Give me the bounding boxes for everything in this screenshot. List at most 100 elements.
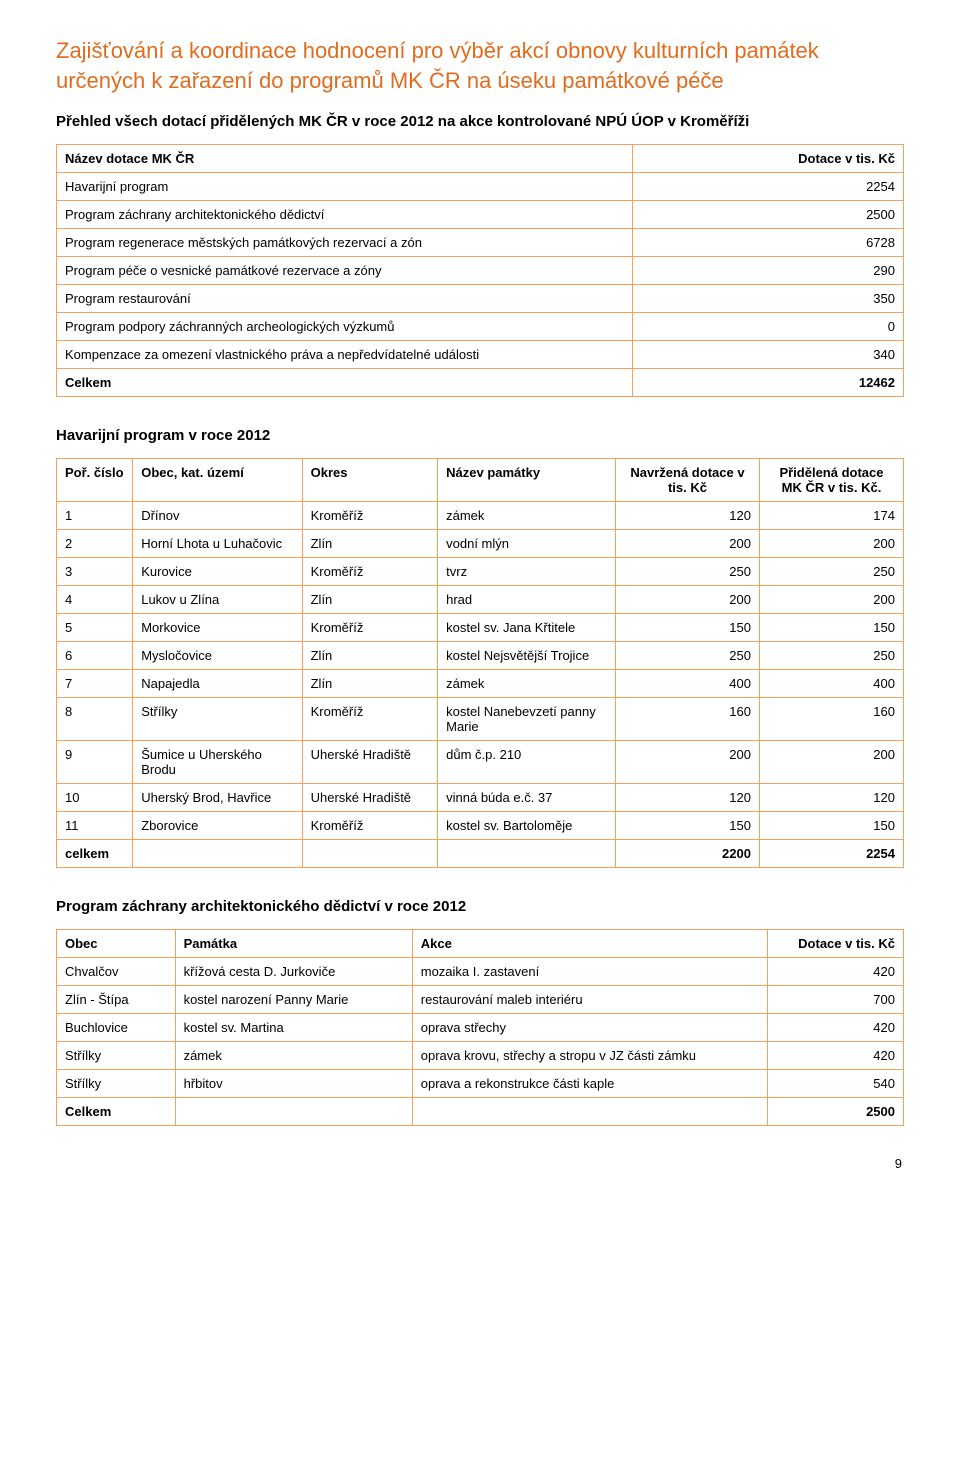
cell-akce: oprava krovu, střechy a stropu v JZ část… (412, 1042, 768, 1070)
cell-nazev: dům č.p. 210 (438, 741, 616, 784)
cell-nazev: vodní mlýn (438, 530, 616, 558)
col-amount: Dotace v tis. Kč (632, 145, 903, 173)
cell-navrzena: 150 (615, 614, 759, 642)
section-2-title: Havarijní program v roce 2012 (56, 427, 904, 444)
table-row: 3KuroviceKroměřížtvrz250250 (57, 558, 904, 586)
table-row: Zlín - Štípakostel narození Panny Marier… (57, 986, 904, 1014)
cell-pamatka: křížová cesta D. Jurkoviče (175, 958, 412, 986)
cell-nazev: kostel Nanebevzetí panny Marie (438, 698, 616, 741)
cell-obec: Lukov u Zlína (133, 586, 302, 614)
cell-pamatka: hřbitov (175, 1070, 412, 1098)
table-row: Program restaurování350 (57, 285, 904, 313)
cell-obec: Střílky (57, 1042, 176, 1070)
cell-dotace: 700 (768, 986, 904, 1014)
table-row: Havarijní program2254 (57, 173, 904, 201)
cell-obec: Buchlovice (57, 1014, 176, 1042)
cell-nazev: kostel sv. Bartoloměje (438, 812, 616, 840)
cell-okres: Zlín (302, 642, 438, 670)
page: Zajišťování a koordinace hodnocení pro v… (0, 0, 960, 1211)
cell-obec: Střílky (57, 1070, 176, 1098)
cell-okres: Zlín (302, 670, 438, 698)
cell-pamatka: kostel narození Panny Marie (175, 986, 412, 1014)
table-row: Program péče o vesnické památkové rezerv… (57, 257, 904, 285)
cell-porcislo: 6 (57, 642, 133, 670)
cell-pridelena: 174 (759, 502, 903, 530)
cell-obec: Chvalčov (57, 958, 176, 986)
cell-okres: Zlín (302, 586, 438, 614)
cell-navrzena: 200 (615, 741, 759, 784)
cell-okres: Kroměříž (302, 698, 438, 741)
col-dotace: Dotace v tis. Kč (768, 930, 904, 958)
section-1-title: Přehled všech dotací přidělených MK ČR v… (56, 113, 904, 130)
cell-porcislo: 9 (57, 741, 133, 784)
cell-okres: Kroměříž (302, 614, 438, 642)
t3-total-value: 2500 (768, 1098, 904, 1126)
table-row: Program podpory záchranných archeologick… (57, 313, 904, 341)
cell-dotace: 540 (768, 1070, 904, 1098)
cell-nazev: vinná búda e.č. 37 (438, 784, 616, 812)
table-row: 10Uherský Brod, HavřiceUherské Hradištěv… (57, 784, 904, 812)
cell-name: Program záchrany architektonického dědic… (57, 201, 633, 229)
t2-total-pridelena: 2254 (759, 840, 903, 868)
cell-dotace: 420 (768, 958, 904, 986)
table-row: 5MorkoviceKroměřížkostel sv. Jana Křtite… (57, 614, 904, 642)
cell-name: Program regenerace městských památkových… (57, 229, 633, 257)
cell-navrzena: 250 (615, 558, 759, 586)
cell-okres: Uherské Hradiště (302, 784, 438, 812)
program-zachrany-table: Obec Památka Akce Dotace v tis. Kč Chval… (56, 929, 904, 1126)
cell-akce: restaurování maleb interiéru (412, 986, 768, 1014)
cell-pridelena: 200 (759, 586, 903, 614)
cell-obec: Dřínov (133, 502, 302, 530)
cell-pridelena: 250 (759, 558, 903, 586)
table-row: Kompenzace za omezení vlastnického práva… (57, 341, 904, 369)
cell-navrzena: 120 (615, 502, 759, 530)
table-row: Buchlovicekostel sv. Martinaoprava střec… (57, 1014, 904, 1042)
total-value: 12462 (632, 369, 903, 397)
col-okres: Okres (302, 459, 438, 502)
grants-summary-table: Název dotace MK ČR Dotace v tis. Kč Hava… (56, 144, 904, 397)
cell-okres: Uherské Hradiště (302, 741, 438, 784)
cell-pamatka: zámek (175, 1042, 412, 1070)
table-row: Střílkyhřbitovoprava a rekonstrukce část… (57, 1070, 904, 1098)
cell-obec: Mysločovice (133, 642, 302, 670)
cell-akce: oprava a rekonstrukce části kaple (412, 1070, 768, 1098)
cell-amount: 2254 (632, 173, 903, 201)
cell-porcislo: 5 (57, 614, 133, 642)
cell-pridelena: 160 (759, 698, 903, 741)
col-pridelena: Přidělená dotace MK ČR v tis. Kč. (759, 459, 903, 502)
main-heading: Zajišťování a koordinace hodnocení pro v… (56, 36, 904, 95)
cell-obec: Šumice u Uherského Brodu (133, 741, 302, 784)
cell-pridelena: 250 (759, 642, 903, 670)
cell-amount: 340 (632, 341, 903, 369)
cell-obec: Morkovice (133, 614, 302, 642)
cell-okres: Kroměříž (302, 812, 438, 840)
cell-akce: oprava střechy (412, 1014, 768, 1042)
cell-navrzena: 160 (615, 698, 759, 741)
cell-porcislo: 3 (57, 558, 133, 586)
cell-okres: Zlín (302, 530, 438, 558)
cell-dotace: 420 (768, 1042, 904, 1070)
cell-pamatka: kostel sv. Martina (175, 1014, 412, 1042)
cell-porcislo: 8 (57, 698, 133, 741)
col-porcislo: Poř. číslo (57, 459, 133, 502)
table-row: 4Lukov u ZlínaZlínhrad200200 (57, 586, 904, 614)
cell-okres: Kroměříž (302, 502, 438, 530)
t2-total-label: celkem (57, 840, 133, 868)
cell-navrzena: 200 (615, 530, 759, 558)
col-obec3: Obec (57, 930, 176, 958)
cell-pridelena: 400 (759, 670, 903, 698)
cell-navrzena: 200 (615, 586, 759, 614)
col-akce: Akce (412, 930, 768, 958)
cell-navrzena: 250 (615, 642, 759, 670)
col-nazev: Název památky (438, 459, 616, 502)
table-row: Střílkyzámekoprava krovu, střechy a stro… (57, 1042, 904, 1070)
table-row: 9Šumice u Uherského BroduUherské Hradišt… (57, 741, 904, 784)
col-pamatka: Památka (175, 930, 412, 958)
cell-obec: Zborovice (133, 812, 302, 840)
cell-okres: Kroměříž (302, 558, 438, 586)
cell-amount: 0 (632, 313, 903, 341)
cell-name: Program podpory záchranných archeologick… (57, 313, 633, 341)
table-row: 6MysločoviceZlínkostel Nejsvětější Troji… (57, 642, 904, 670)
table-row: 11ZboroviceKroměřížkostel sv. Bartoloměj… (57, 812, 904, 840)
table-row: Program záchrany architektonického dědic… (57, 201, 904, 229)
